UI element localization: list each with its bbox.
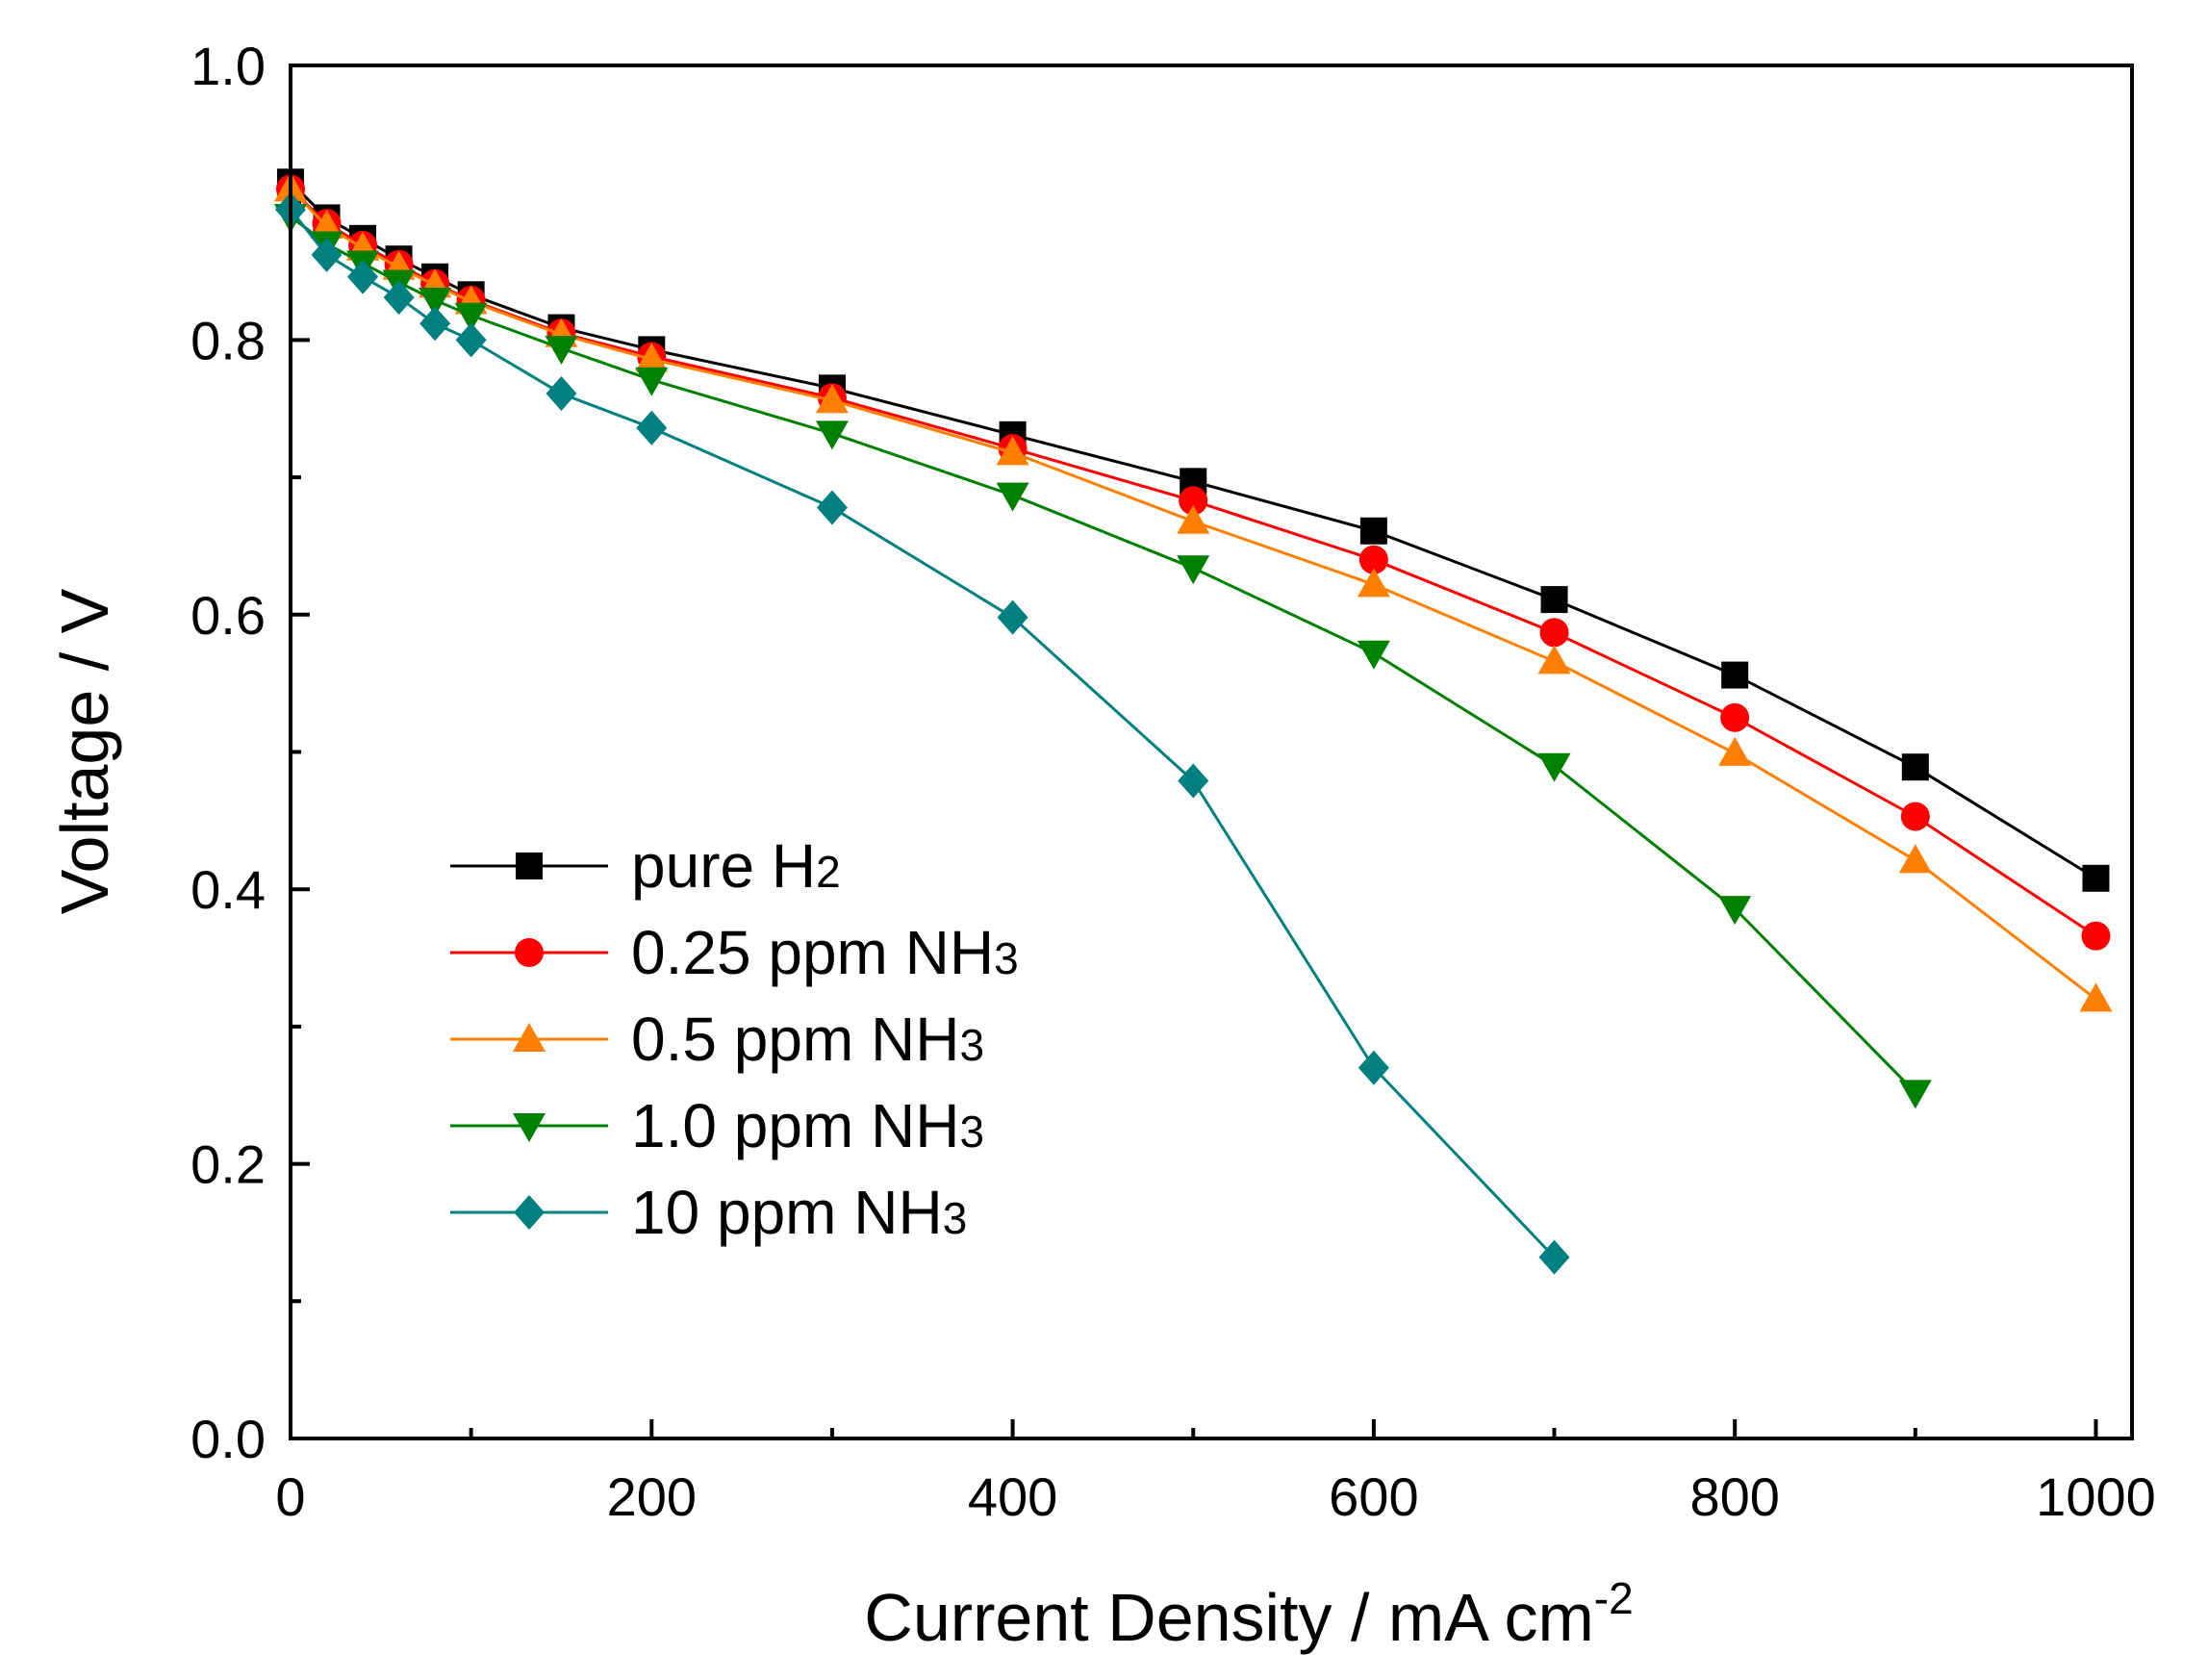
legend-entry-4: 10 ppm NH3 bbox=[450, 1178, 967, 1247]
data-point bbox=[815, 420, 849, 450]
x-axis-title: Current Density / mA cm-2 bbox=[864, 1573, 1633, 1655]
legend-label: 1.0 ppm NH3 bbox=[631, 1091, 984, 1160]
x-tick-label: 1000 bbox=[2036, 1466, 2156, 1527]
legend-marker bbox=[515, 938, 544, 967]
x-tick-label: 800 bbox=[1689, 1466, 1779, 1527]
data-point bbox=[996, 482, 1029, 512]
data-point bbox=[1179, 486, 1208, 516]
legend-label: pure H2 bbox=[631, 831, 841, 901]
legend-label-subscript: 3 bbox=[943, 1193, 968, 1243]
legend-label: 10 ppm NH3 bbox=[631, 1178, 967, 1247]
data-point bbox=[1901, 753, 1929, 781]
y-tick-label: 0.4 bbox=[190, 859, 266, 920]
legend-label-main: 0.25 ppm NH bbox=[631, 918, 994, 987]
x-axis-title-main: Current Density / mA cm bbox=[864, 1580, 1594, 1655]
data-point bbox=[997, 599, 1028, 635]
legend-marker bbox=[514, 1195, 545, 1230]
data-point bbox=[545, 335, 578, 365]
legend-entry-3: 1.0 ppm NH3 bbox=[450, 1091, 984, 1160]
legend-label-main: 1.0 ppm NH bbox=[631, 1091, 959, 1160]
data-point bbox=[1718, 736, 1752, 766]
data-point bbox=[1720, 702, 1750, 732]
data-point bbox=[311, 237, 343, 272]
data-point bbox=[2081, 921, 2111, 951]
data-point bbox=[1177, 504, 1210, 534]
data-point bbox=[816, 490, 848, 525]
data-point bbox=[1539, 618, 1569, 648]
data-point bbox=[636, 410, 668, 445]
series-line bbox=[289, 181, 2097, 880]
y-tick-label: 1.0 bbox=[190, 36, 266, 96]
data-point bbox=[347, 259, 379, 294]
data-point bbox=[1177, 555, 1210, 585]
legend-entry-2: 0.5 ppm NH3 bbox=[450, 1005, 984, 1074]
series-4 bbox=[275, 191, 1570, 1275]
data-point bbox=[1718, 896, 1752, 926]
legend-marker bbox=[516, 853, 543, 879]
data-point bbox=[1358, 545, 1388, 574]
data-point bbox=[1358, 1050, 1389, 1085]
legend-label-subscript: 3 bbox=[994, 933, 1019, 983]
data-point bbox=[419, 288, 452, 318]
legend-label-subscript: 3 bbox=[959, 1020, 984, 1070]
data-point bbox=[310, 209, 343, 239]
data-point bbox=[1538, 1239, 1570, 1275]
data-point bbox=[1357, 640, 1390, 670]
legend-entry-0: pure H2 bbox=[450, 831, 841, 901]
series-layer bbox=[274, 168, 2113, 1275]
x-tick-label: 0 bbox=[275, 1466, 305, 1527]
legend-label-subscript: 2 bbox=[816, 847, 841, 897]
data-point bbox=[635, 367, 669, 396]
data-point bbox=[1540, 586, 1568, 614]
legend-label-main: pure H bbox=[631, 831, 816, 901]
legend-label-main: 0.5 ppm NH bbox=[631, 1005, 959, 1074]
series-3 bbox=[274, 203, 1932, 1109]
data-point bbox=[1537, 752, 1571, 782]
y-tick-label: 0.0 bbox=[190, 1409, 266, 1469]
legend-label: 0.25 ppm NH3 bbox=[631, 918, 1019, 987]
legend-entry-1: 0.25 ppm NH3 bbox=[450, 918, 1019, 987]
data-point bbox=[1900, 802, 1930, 831]
legend-label-subscript: 3 bbox=[959, 1107, 984, 1157]
data-point bbox=[546, 376, 577, 412]
series-2 bbox=[274, 172, 2113, 1012]
data-point bbox=[2082, 864, 2110, 892]
y-tick-label: 0.6 bbox=[190, 585, 266, 646]
legend-marker bbox=[513, 1113, 546, 1142]
legend-label: 0.5 ppm NH3 bbox=[631, 1005, 984, 1074]
y-tick-label: 0.8 bbox=[190, 310, 266, 370]
data-point bbox=[815, 384, 849, 414]
data-point bbox=[454, 302, 488, 332]
data-point bbox=[1178, 763, 1209, 799]
legend-label-main: 10 ppm NH bbox=[631, 1178, 943, 1247]
data-point bbox=[1359, 517, 1387, 545]
data-point bbox=[1537, 645, 1571, 675]
data-point bbox=[383, 280, 415, 316]
x-tick-label: 400 bbox=[968, 1466, 1057, 1527]
series-line bbox=[289, 188, 2097, 937]
legend-marker bbox=[513, 1023, 546, 1052]
data-point bbox=[1357, 568, 1390, 598]
x-axis-title-superscript: -2 bbox=[1594, 1573, 1634, 1623]
ticks-layer: 0 200 400 600 800 1000 0.0 0.2 0.4 0.6 0.8 1.0 bbox=[190, 36, 2156, 1527]
x-tick-label: 200 bbox=[607, 1466, 697, 1527]
data-point bbox=[635, 343, 669, 372]
plot-frame bbox=[289, 64, 2134, 1440]
data-point bbox=[419, 306, 451, 342]
y-axis-title: Voltage / V bbox=[47, 588, 122, 914]
data-point bbox=[996, 436, 1029, 466]
data-point bbox=[1898, 844, 1932, 874]
x-tick-label: 600 bbox=[1329, 1466, 1418, 1527]
y-tick-label: 0.2 bbox=[190, 1134, 266, 1195]
data-point bbox=[2079, 982, 2113, 1012]
series-line bbox=[289, 188, 2097, 1001]
data-point bbox=[1721, 661, 1749, 689]
data-point bbox=[1898, 1080, 1932, 1109]
data-point bbox=[455, 322, 487, 358]
